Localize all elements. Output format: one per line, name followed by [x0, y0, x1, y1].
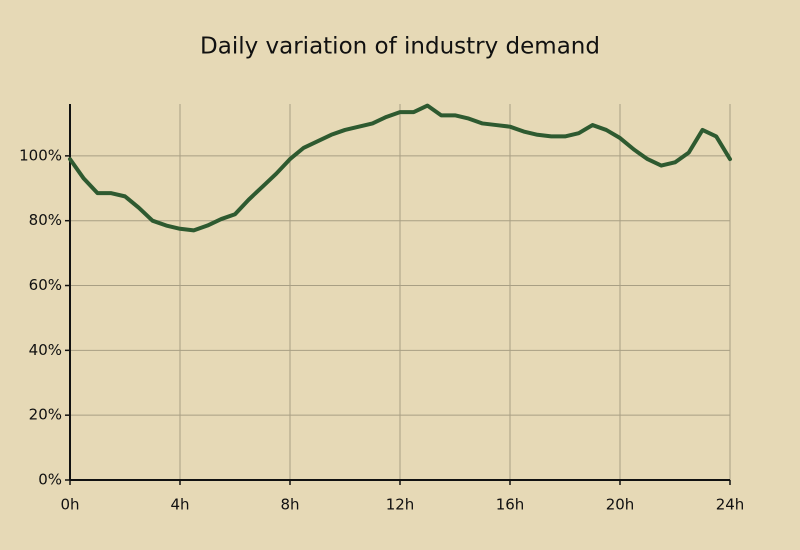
- y-tick-label: 60%: [29, 276, 62, 294]
- data-line: [68, 103, 732, 233]
- x-tick-label: 12h: [386, 496, 415, 514]
- y-tick-label: 0%: [38, 471, 62, 489]
- x-tick-label: 8h: [280, 496, 299, 514]
- x-tick-label: 16h: [496, 496, 525, 514]
- y-tick-label: 20%: [29, 406, 62, 424]
- chart-title: Daily variation of industry demand: [200, 34, 600, 60]
- x-tick-label: 20h: [606, 496, 635, 514]
- y-tick-label: 80%: [29, 211, 62, 229]
- x-tick-label: 4h: [170, 496, 189, 514]
- x-tick-label: 0h: [60, 496, 79, 514]
- y-tick-label: 100%: [19, 146, 62, 164]
- x-tick-label: 24h: [716, 496, 745, 514]
- y-tick-label: 40%: [29, 341, 62, 359]
